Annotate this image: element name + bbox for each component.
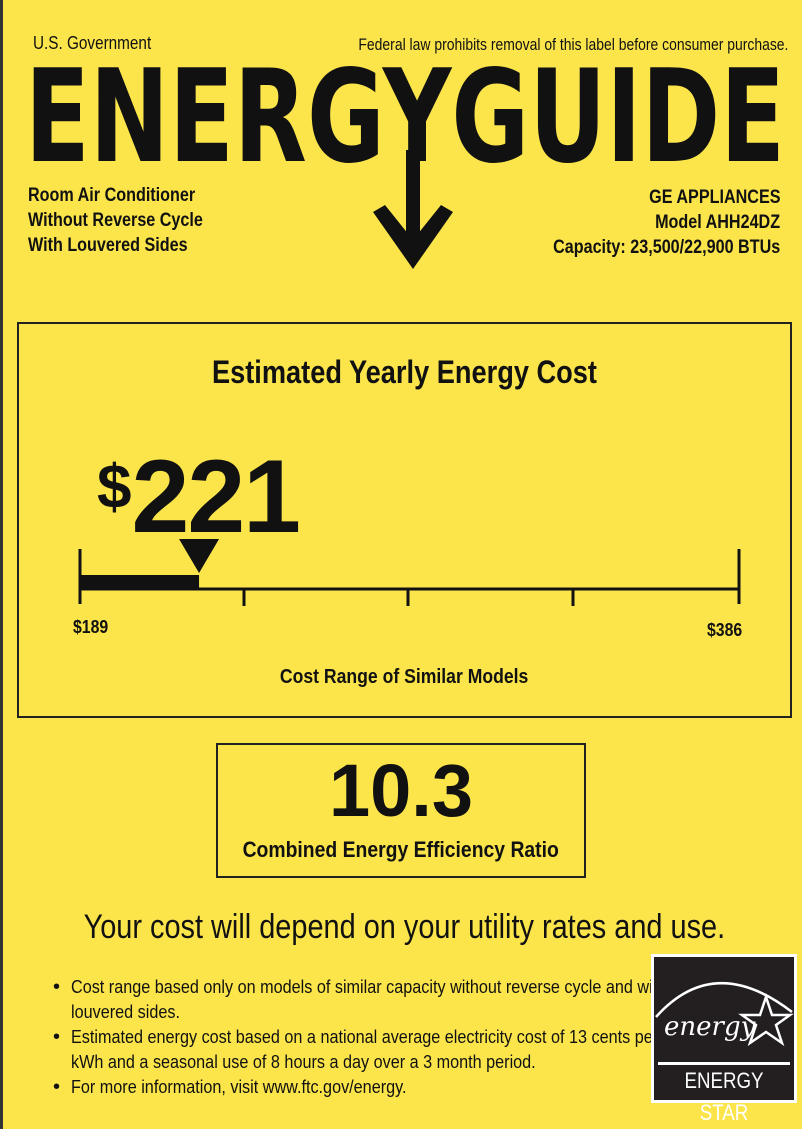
note-text: Cost range based only on models of simil… xyxy=(71,977,667,1022)
product-description: Room Air Conditioner Without Reverse Cyc… xyxy=(28,183,234,258)
product-cycle: Without Reverse Cycle xyxy=(28,210,203,231)
note-item: Cost range based only on models of simil… xyxy=(53,975,673,1025)
note-text: For more information, visit www.ftc.gov/… xyxy=(71,1077,407,1097)
manufacturer-info: GE APPLIANCES Model AHH24DZ Capacity: 23… xyxy=(513,185,780,260)
arrow-down-icon xyxy=(373,150,453,269)
disclaimer: Your cost will depend on your utility ra… xyxy=(83,908,725,946)
energy-star-logo: energy ENERGY STAR xyxy=(651,954,797,1125)
product-type: Room Air Conditioner xyxy=(28,185,196,206)
product-sides: With Louvered Sides xyxy=(28,235,188,256)
model: Model AHH24DZ xyxy=(654,212,780,233)
ceer-value: 10.3 xyxy=(328,749,474,832)
note-text: Estimated energy cost based on a nationa… xyxy=(71,1027,659,1072)
capacity: Capacity: 23,500/22,900 BTUs xyxy=(552,237,780,258)
currency-symbol: $ xyxy=(97,453,132,522)
energy-star-label: ENERGY STAR xyxy=(684,1068,764,1125)
yearly-cost-panel: Estimated Yearly Energy Cost $221 $189 $… xyxy=(17,322,792,718)
svg-text:ENERGYGUIDE: ENERGYGUIDE xyxy=(25,56,785,171)
note-item: For more information, visit www.ftc.gov/… xyxy=(53,1075,673,1100)
notes-list: Cost range based only on models of simil… xyxy=(53,975,673,1100)
cost-position-bar xyxy=(80,575,200,589)
cost-range-scale xyxy=(78,539,741,606)
ceer-label: Combined Energy Efficiency Ratio xyxy=(242,837,560,862)
cost-value: $221 xyxy=(97,438,301,557)
energyguide-logo: ENERGYGUIDE xyxy=(25,56,785,171)
range-min-label: $189 xyxy=(73,617,109,637)
range-max-label: $386 xyxy=(707,620,743,640)
cost-amount: 221 xyxy=(131,439,301,555)
energy-star-icon: energy xyxy=(655,982,794,1047)
note-item: Estimated energy cost based on a nationa… xyxy=(53,1025,673,1075)
cost-marker-triangle xyxy=(179,539,220,573)
brand: GE APPLIANCES xyxy=(648,187,780,208)
government-label: U.S. Government xyxy=(33,33,152,53)
efficiency-panel: 10.3 Combined Energy Efficiency Ratio xyxy=(216,743,586,878)
svg-text:energy: energy xyxy=(664,1012,756,1042)
range-caption: Cost Range of Similar Models xyxy=(280,666,529,688)
cost-title: Estimated Yearly Energy Cost xyxy=(212,354,597,390)
removal-notice: Federal law prohibits removal of this la… xyxy=(357,35,788,54)
